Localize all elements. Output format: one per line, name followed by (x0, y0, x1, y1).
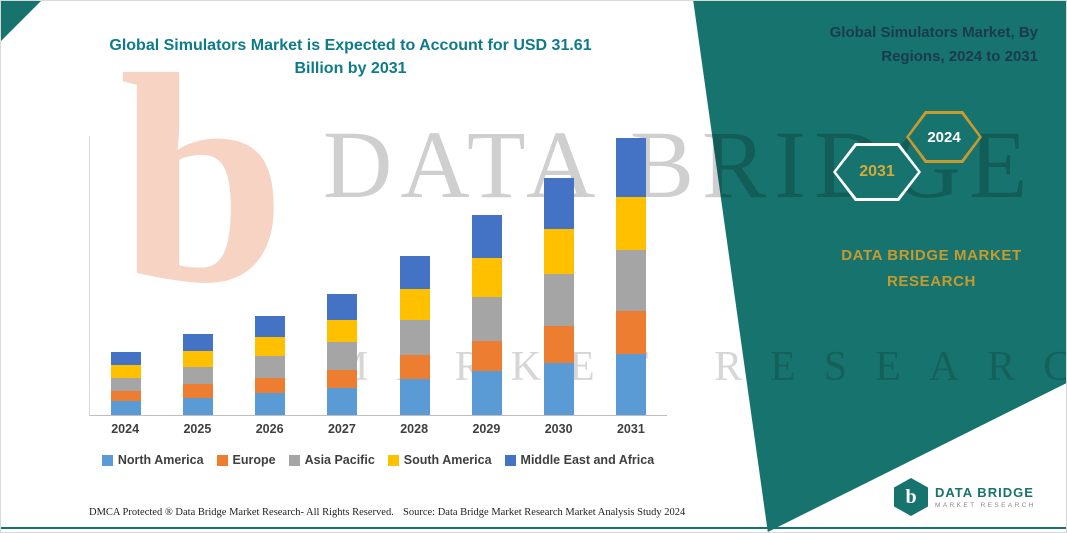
x-axis-label-2031: 2031 (616, 422, 645, 436)
bar-segment-2029-asia-pacific (471, 296, 502, 341)
dmca-notice: DMCA Protected ® Data Bridge Market Rese… (89, 507, 394, 518)
bar-segment-2031-south-america (615, 197, 646, 251)
bar-segment-2024-north-america (111, 401, 142, 415)
x-axis-label-2024: 2024 (111, 422, 140, 436)
x-axis-label-2030: 2030 (544, 422, 573, 436)
bar-segment-2025-north-america (183, 397, 214, 415)
bar-segment-2025-europe (183, 384, 214, 398)
bar-segment-2025-middle-east-and-africa (183, 333, 214, 352)
bar-2026 (255, 316, 286, 415)
bar-2029 (471, 215, 502, 415)
legend-item-north-america: North America (101, 453, 204, 467)
bar-segment-2031-middle-east-and-africa (615, 138, 646, 198)
legend-item-middle-east-and-africa: Middle East and Africa (504, 453, 655, 467)
bar-segment-2026-middle-east-and-africa (255, 316, 286, 338)
x-axis-label-2026: 2026 (255, 422, 284, 436)
legend-label-middle-east-and-africa: Middle East and Africa (520, 453, 655, 467)
bar-segment-2031-europe (615, 310, 646, 354)
legend-swatch-europe (216, 454, 228, 466)
bar-segment-2024-asia-pacific (111, 378, 142, 392)
source-note: Source: Data Bridge Market Research Mark… (403, 507, 686, 518)
legend-item-europe: Europe (216, 453, 276, 467)
corner-accent-triangle (1, 1, 41, 41)
legend-item-asia-pacific: Asia Pacific (288, 453, 375, 467)
legend-label-asia-pacific: Asia Pacific (304, 453, 375, 467)
hexagon-badge-2024-label: 2024 (909, 114, 979, 160)
legend-swatch-middle-east-and-africa (504, 454, 516, 466)
bar-segment-2024-middle-east-and-africa (111, 352, 142, 366)
bar-segment-2025-asia-pacific (183, 366, 214, 385)
bar-2028 (399, 255, 430, 415)
panel-brand-text: DATA BRIDGE MARKET RESEARCH (841, 247, 1022, 290)
hexagon-badge-2024: 2024 (906, 111, 982, 163)
legend-item-south-america: South America (387, 453, 492, 467)
dbmr-logo-text: DATA BRIDGE MARKET RESEARCH (935, 485, 1036, 509)
stacked-bar-plot (89, 136, 667, 416)
bar-segment-2027-europe (327, 369, 358, 388)
legend-label-north-america: North America (117, 453, 204, 467)
legend-label-europe: Europe (232, 453, 276, 467)
legend-swatch-south-america (387, 454, 399, 466)
bar-segment-2030-europe (543, 325, 574, 363)
bar-segment-2026-south-america (255, 337, 286, 357)
bar-2027 (327, 294, 358, 415)
legend-label-south-america: South America (403, 453, 492, 467)
bar-2025 (183, 333, 214, 415)
dbmr-logo: b DATA BRIDGE MARKET RESEARCH (894, 478, 1036, 516)
bar-segment-2025-south-america (183, 351, 214, 367)
bar-segment-2027-north-america (327, 387, 358, 415)
bar-2031 (615, 138, 646, 415)
bar-segment-2026-north-america (255, 393, 286, 415)
bar-segment-2029-north-america (471, 371, 502, 415)
x-axis-label-2027: 2027 (327, 422, 356, 436)
panel-title: Global Simulators Market, By Regions, 20… (829, 24, 1038, 65)
bar-segment-2027-middle-east-and-africa (327, 294, 358, 320)
bar-segment-2029-europe (471, 340, 502, 372)
x-axis-label-2029: 2029 (472, 422, 501, 436)
x-axis-label-2028: 2028 (400, 422, 429, 436)
bar-segment-2028-south-america (399, 289, 430, 320)
bar-segment-2028-europe (399, 354, 430, 380)
bar-segment-2031-north-america (615, 353, 646, 415)
bar-segment-2024-europe (111, 391, 142, 401)
bar-segment-2028-asia-pacific (399, 319, 430, 355)
legend-swatch-asia-pacific (288, 454, 300, 466)
legend-swatch-north-america (101, 454, 113, 466)
dbmr-logo-icon: b (894, 478, 928, 516)
hexagon-badge-2031: 2031 (833, 143, 921, 201)
bar-segment-2028-middle-east-and-africa (399, 255, 430, 290)
bar-segment-2030-south-america (543, 228, 574, 275)
bar-segment-2026-europe (255, 378, 286, 394)
bar-segment-2027-asia-pacific (327, 342, 358, 370)
bar-segment-2029-middle-east-and-africa (471, 215, 502, 259)
x-axis-label-2025: 2025 (183, 422, 212, 436)
bar-segment-2030-north-america (543, 362, 574, 415)
bar-segment-2029-south-america (471, 258, 502, 297)
bar-segment-2026-asia-pacific (255, 356, 286, 379)
bar-segment-2028-north-america (399, 379, 430, 415)
bar-segment-2031-asia-pacific (615, 250, 646, 311)
chart-title: Global Simulators Market is Expected to … (109, 37, 592, 78)
bottom-divider (1, 527, 1066, 529)
dbmr-logo-title: DATA BRIDGE (935, 485, 1034, 500)
dbmr-logo-subtitle: MARKET RESEARCH (935, 502, 1036, 509)
bar-2030 (543, 177, 574, 415)
hexagon-badge-2031-label: 2031 (836, 146, 918, 198)
x-axis-labels: 2024 2025 2026 2027 2028 2029 2030 2031 (89, 422, 667, 436)
bar-segment-2027-south-america (327, 319, 358, 343)
bar-2024 (111, 352, 142, 415)
chart-legend: North America Europe Asia Pacific South Ame… (71, 453, 685, 467)
bar-segment-2024-south-america (111, 365, 142, 379)
bar-segment-2030-middle-east-and-africa (543, 177, 574, 229)
bar-segment-2030-asia-pacific (543, 274, 574, 326)
